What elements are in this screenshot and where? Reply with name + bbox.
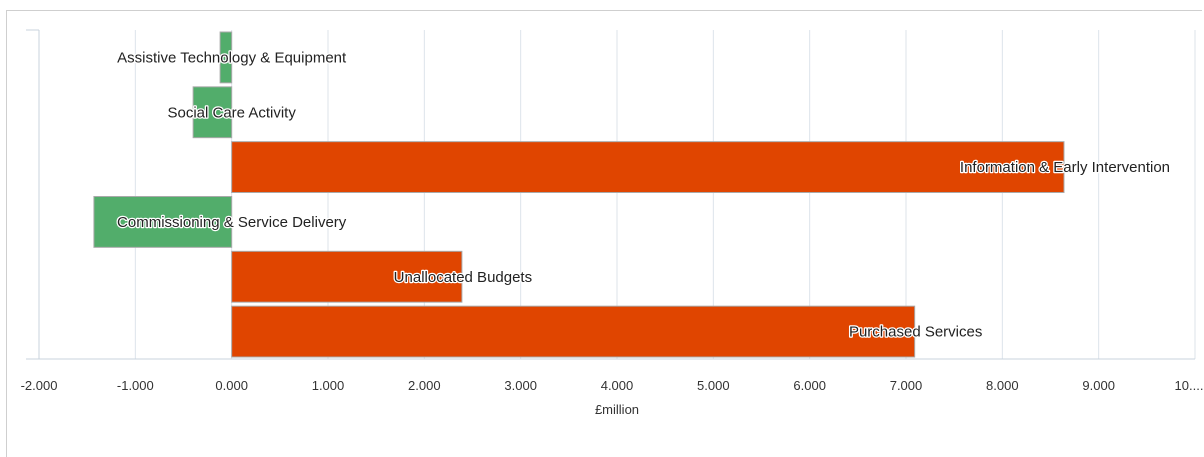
category-labels: Assistive Technology & Equipment Social C…	[116, 48, 1171, 342]
x-tick-label: 6.000	[793, 378, 826, 393]
category-label: Social Care Activity	[167, 104, 296, 121]
x-tick-label: -2.000	[21, 378, 58, 393]
bar[interactable]	[93, 196, 233, 248]
x-tick-label: 2.000	[408, 378, 441, 393]
x-tick-label: 7.000	[890, 378, 923, 393]
x-tick-label: -1.000	[117, 378, 154, 393]
x-axis-label: £million	[595, 402, 639, 417]
x-tick-label: 10....	[1175, 378, 1204, 393]
bar[interactable]	[219, 31, 233, 84]
bar[interactable]	[231, 250, 463, 303]
x-tick-labels: -2.000 -1.000 0.000 1.000 2.000 3.000 4.000 5.0…	[21, 378, 1204, 393]
category-label: Commissioning & Service Delivery	[117, 214, 347, 231]
bars	[93, 31, 1065, 358]
x-tick-label: 4.000	[601, 378, 634, 393]
x-tick-label: 3.000	[504, 378, 537, 393]
bar[interactable]	[192, 86, 233, 139]
bar[interactable]	[231, 141, 1065, 194]
x-tick-label: 8.000	[986, 378, 1019, 393]
category-label: Assistive Technology & Equipment	[117, 49, 347, 66]
chart-frame	[6, 10, 1202, 457]
x-tick-label: 5.000	[697, 378, 730, 393]
category-label: Purchased Services	[849, 324, 982, 341]
x-tick-label: 1.000	[312, 378, 345, 393]
x-tick-label: 0.000	[215, 378, 248, 393]
category-label: Unallocated Budgets	[394, 269, 532, 286]
bar[interactable]	[231, 305, 916, 358]
grid-lines	[134, 30, 1196, 359]
x-tick-label: 9.000	[1082, 378, 1115, 393]
category-label: Information & Early Intervention	[960, 159, 1170, 176]
